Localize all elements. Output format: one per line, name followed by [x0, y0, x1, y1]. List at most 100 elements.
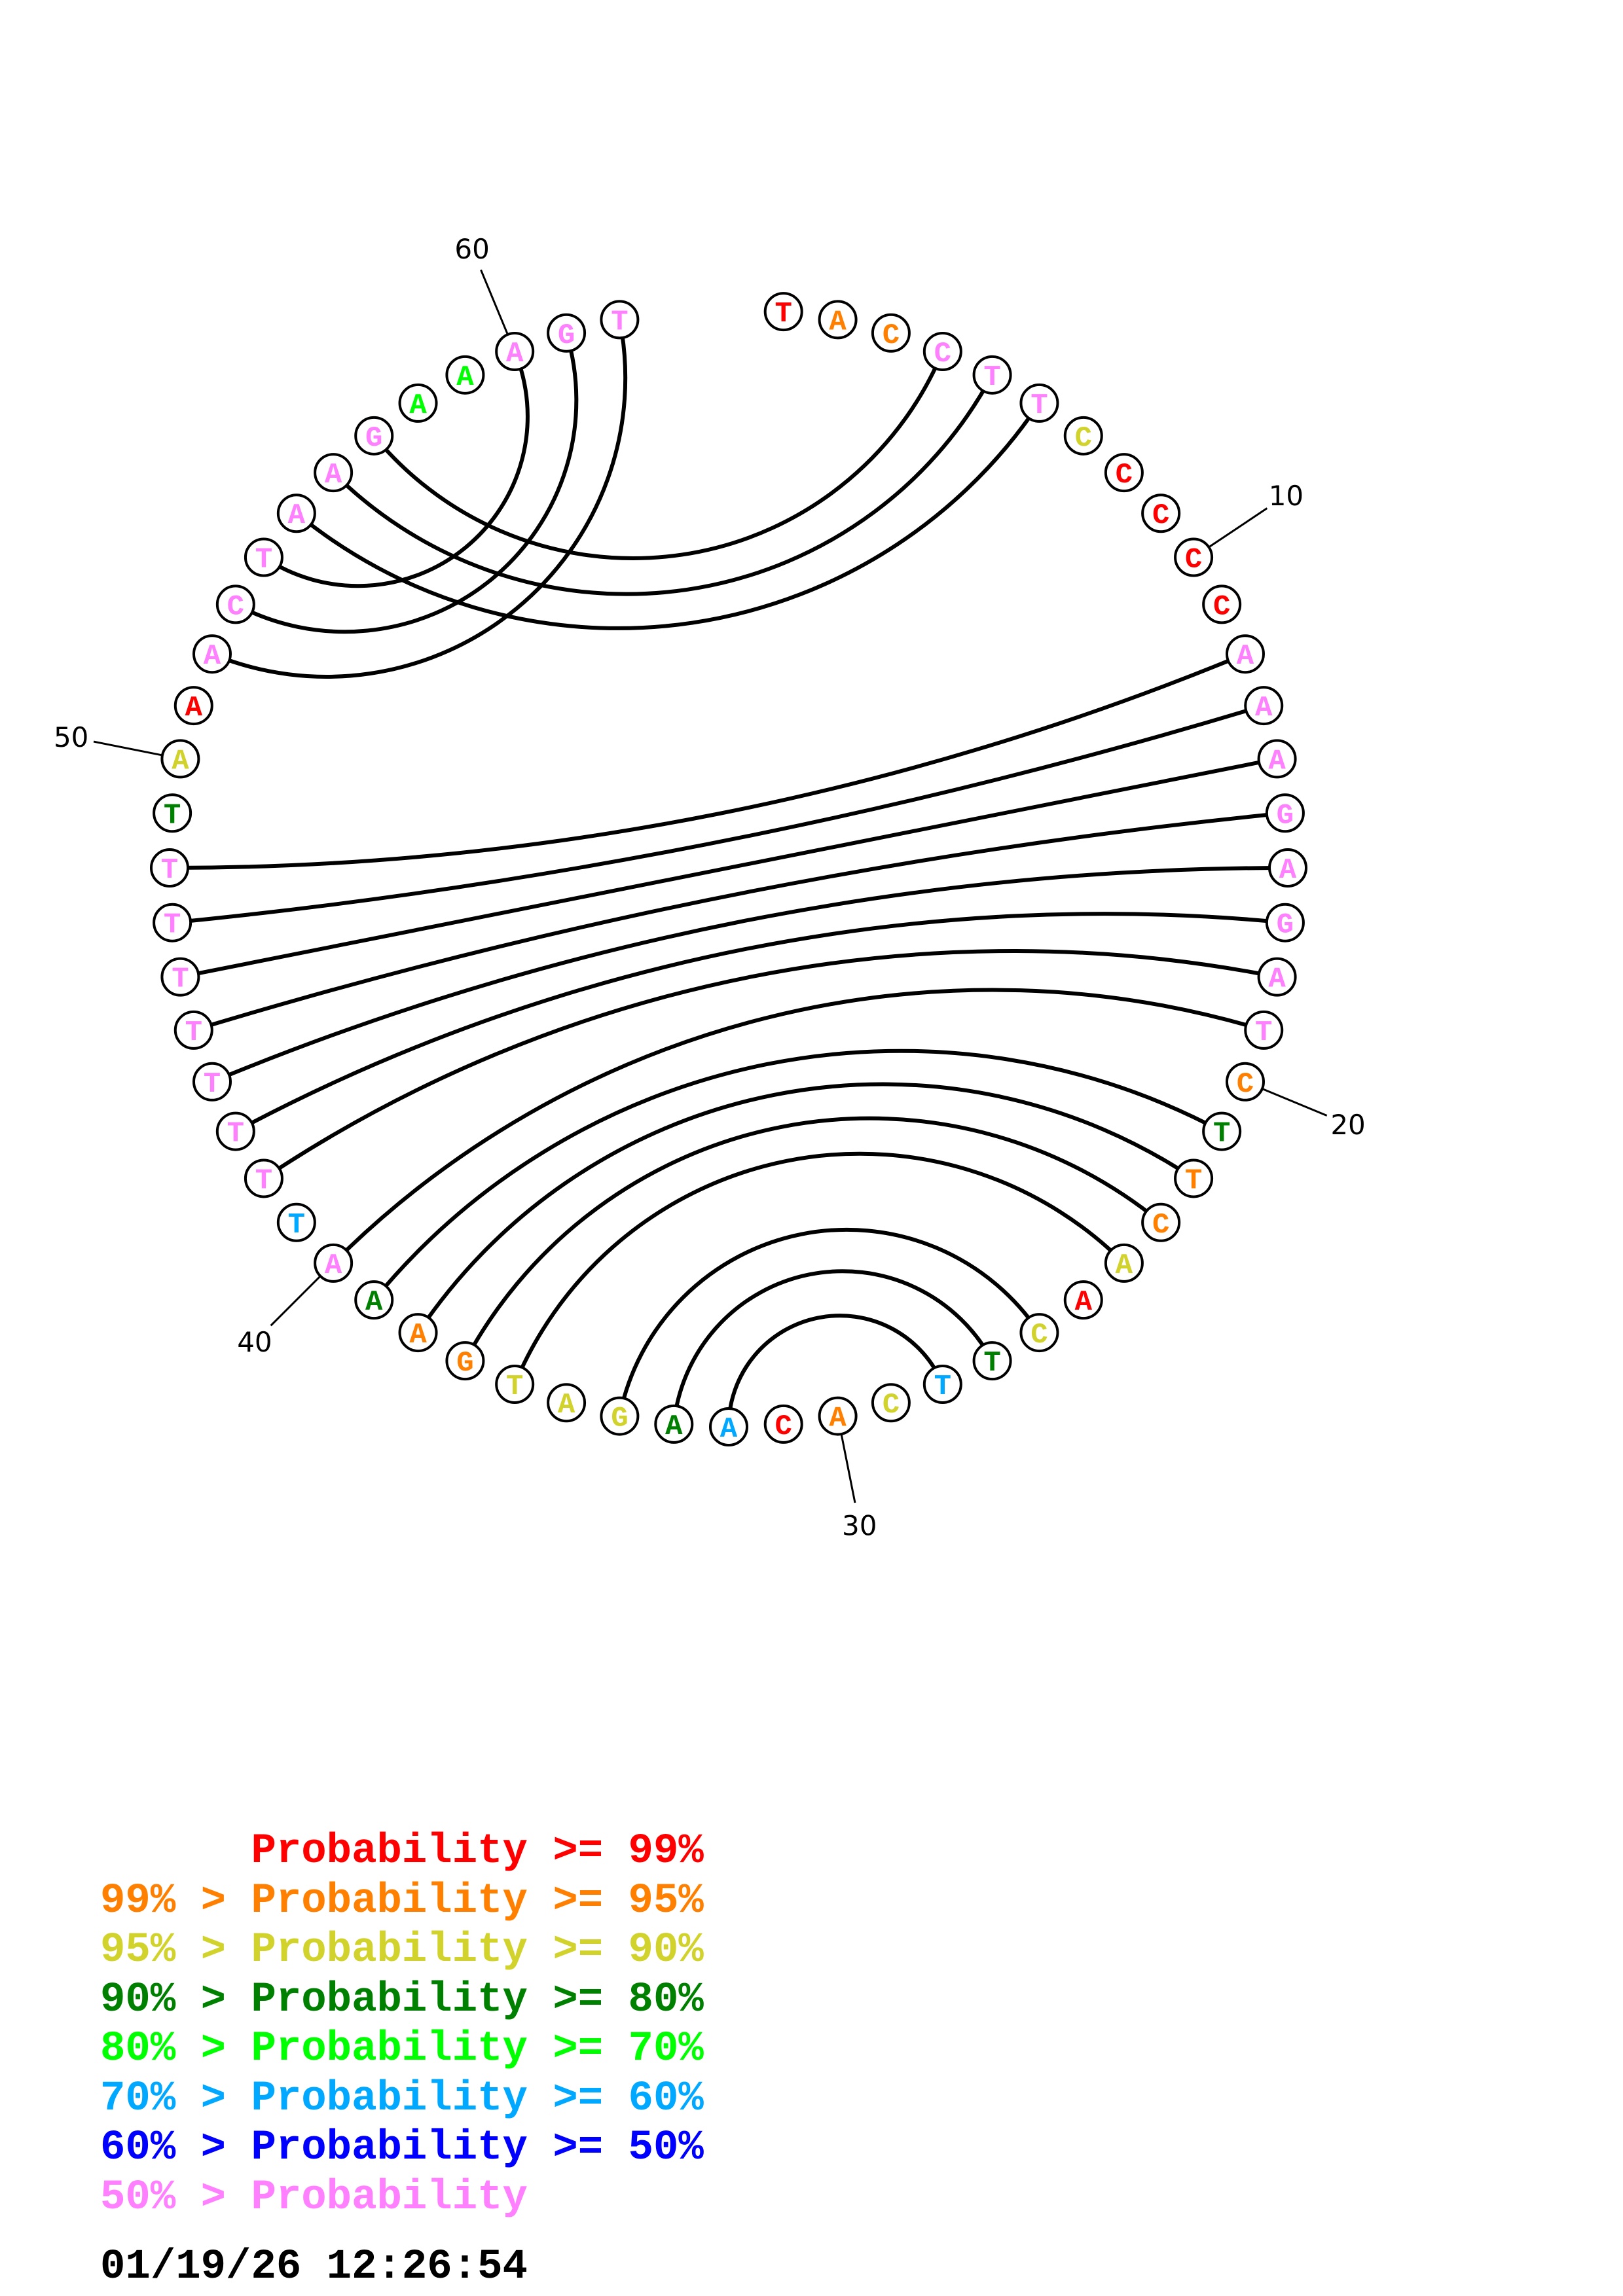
nucleotide-node: T [495, 1364, 535, 1404]
nucleotide-node: T [1202, 1111, 1242, 1151]
nucleotide-circle [354, 1280, 394, 1320]
nucleotide-node: C [215, 584, 255, 624]
nucleotide-letter: A [829, 1403, 847, 1435]
base-pair-arc [372, 350, 945, 560]
legend-line: 50% > Probability [100, 2174, 528, 2221]
nucleotide-letter: T [1185, 1164, 1202, 1197]
base-pair-arc [332, 988, 1265, 1265]
nucleotide-circle [1174, 537, 1214, 577]
nucleotide-node: A [1257, 957, 1297, 997]
probability-legend: Probability >= 99% 99% > Probability >= 9… [100, 1827, 704, 2223]
nucleotide-node: C [1202, 584, 1242, 624]
base-pair-arc [179, 757, 1278, 979]
nucleotide-letter: T [983, 1347, 1000, 1380]
nucleotide-letter: T [255, 544, 272, 577]
position-tick-line [270, 1275, 321, 1327]
nucleotide-circle [276, 493, 316, 533]
nucleotide-letter: T [1213, 1118, 1230, 1151]
nucleotide-node: T [276, 1202, 316, 1242]
nucleotide-letter: C [1075, 422, 1092, 455]
nucleotide-circle [1202, 1111, 1242, 1151]
legend-line: 95% > Probability >= 90% [100, 1927, 704, 1974]
nucleotide-circle [215, 584, 255, 624]
nucleotide-circle [1225, 634, 1265, 674]
nucleotide-letter: A [325, 459, 342, 492]
nucleotide-node: A [354, 1280, 394, 1320]
nucleotide-node: A [398, 383, 438, 423]
nucleotide-letter: A [829, 306, 847, 338]
nucleotide-node: A [445, 355, 485, 395]
position-tick-line [93, 740, 163, 757]
nucleotide-node: T [192, 1062, 232, 1102]
nucleotide-letter: T [172, 963, 189, 996]
nucleotide-letter: T [164, 799, 181, 832]
nucleotide-nodes: T A CCTTCCCCCAAAGAGATCTTCAACTTCACAAGATGAAA… [150, 292, 1307, 1446]
nucleotide-circle [244, 1158, 283, 1198]
position-label: 10 [1269, 480, 1304, 512]
nucleotide-letter: A [1237, 640, 1254, 673]
nucleotide-circle [192, 1062, 232, 1102]
base-pair-arc [263, 949, 1278, 1180]
nucleotide-circle [818, 300, 858, 340]
legend-line: 60% > Probability >= 50% [100, 2125, 704, 2172]
nucleotide-circle [871, 1383, 911, 1423]
base-pair-arc [211, 866, 1288, 1084]
position-tick-line [840, 1433, 856, 1503]
base-pair-arc [672, 1269, 994, 1425]
nucleotide-node: T [972, 355, 1012, 395]
nucleotide-letter: A [1116, 1249, 1133, 1282]
nucleotide-node: A [709, 1407, 748, 1446]
nucleotide-node: G [1265, 793, 1305, 833]
position-label: 30 [842, 1509, 877, 1541]
nucleotide-letter: A [185, 692, 203, 725]
nucleotide-letter: C [883, 319, 900, 352]
nucleotide-circle [495, 332, 535, 372]
nucleotide-circle [1225, 1062, 1265, 1102]
nucleotide-node: A [398, 1313, 438, 1353]
nucleotide-node: T [244, 1158, 283, 1198]
legend-line: Probability >= 99% [100, 1828, 704, 1875]
nucleotide-circle [276, 1202, 316, 1242]
nucleotide-letter: A [409, 1319, 427, 1352]
nucleotide-letter: T [161, 854, 178, 887]
nucleotide-circle [1257, 957, 1297, 997]
nucleotide-letter: T [934, 1371, 951, 1403]
base-pair-arc [234, 332, 579, 634]
base-pair-arc [332, 374, 994, 596]
nucleotide-letter: G [611, 1403, 628, 1435]
nucleotide-node: A [1257, 739, 1297, 779]
nucleotide-circle [354, 416, 394, 456]
nucleotide-letter: T [506, 1371, 523, 1403]
nucleotide-letter: T [164, 909, 181, 942]
nucleotide-circle [445, 355, 485, 395]
nucleotide-letter: G [1277, 909, 1294, 942]
nucleotide-node: C [1104, 453, 1144, 493]
base-pair-arc [295, 402, 1041, 630]
nucleotide-letter: A [720, 1413, 738, 1446]
nucleotide-circle [495, 1364, 535, 1404]
nucleotide-node: T [763, 292, 803, 332]
nucleotide-letter: T [255, 1164, 272, 1197]
nucleotide-circle [1257, 739, 1297, 779]
nucleotide-letter: C [934, 338, 951, 370]
nucleotide-circle [1063, 416, 1103, 456]
nucleotide-node: A [1104, 1243, 1144, 1283]
base-pair-arc [234, 912, 1286, 1134]
nucleotide-circle [398, 383, 438, 423]
nucleotide-letter: T [288, 1209, 305, 1242]
nucleotide-node: A [654, 1404, 694, 1444]
nucleotide-circle [871, 313, 911, 353]
base-pair-arc [263, 350, 530, 588]
position-tick-line [1208, 507, 1268, 548]
nucleotide-circle [1265, 903, 1305, 942]
nucleotide-circle [922, 332, 962, 372]
nucleotide-circle [1141, 493, 1181, 533]
nucleotide-circle [1104, 1243, 1144, 1283]
nucleotide-circle [1244, 1010, 1284, 1050]
position-label: 50 [54, 721, 88, 753]
nucleotide-node: A [818, 1396, 858, 1436]
nucleotide-node: C [1019, 1313, 1059, 1353]
nucleotide-circle [1244, 686, 1284, 726]
nucleotide-letter: A [665, 1410, 683, 1443]
